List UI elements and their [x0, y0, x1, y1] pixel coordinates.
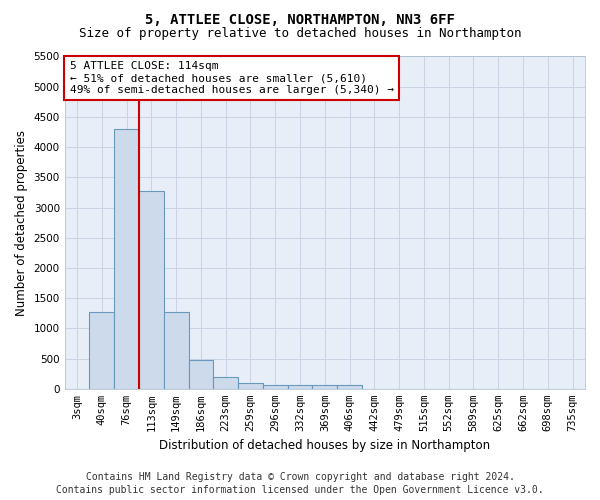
X-axis label: Distribution of detached houses by size in Northampton: Distribution of detached houses by size … — [159, 440, 490, 452]
Bar — [214, 376, 238, 389]
Bar — [89, 312, 114, 389]
Bar — [337, 386, 362, 389]
Text: 5, ATTLEE CLOSE, NORTHAMPTON, NN3 6FF: 5, ATTLEE CLOSE, NORTHAMPTON, NN3 6FF — [145, 12, 455, 26]
Bar — [114, 129, 139, 389]
Text: Contains HM Land Registry data © Crown copyright and database right 2024.
Contai: Contains HM Land Registry data © Crown c… — [56, 472, 544, 495]
Bar — [139, 190, 164, 389]
Bar — [313, 386, 337, 389]
Text: Size of property relative to detached houses in Northampton: Size of property relative to detached ho… — [79, 28, 521, 40]
Bar — [287, 386, 313, 389]
Bar — [263, 384, 287, 389]
Bar — [238, 383, 263, 389]
Y-axis label: Number of detached properties: Number of detached properties — [15, 130, 28, 316]
Bar — [164, 312, 188, 389]
Text: 5 ATTLEE CLOSE: 114sqm
← 51% of detached houses are smaller (5,610)
49% of semi-: 5 ATTLEE CLOSE: 114sqm ← 51% of detached… — [70, 62, 394, 94]
Bar — [188, 360, 214, 389]
